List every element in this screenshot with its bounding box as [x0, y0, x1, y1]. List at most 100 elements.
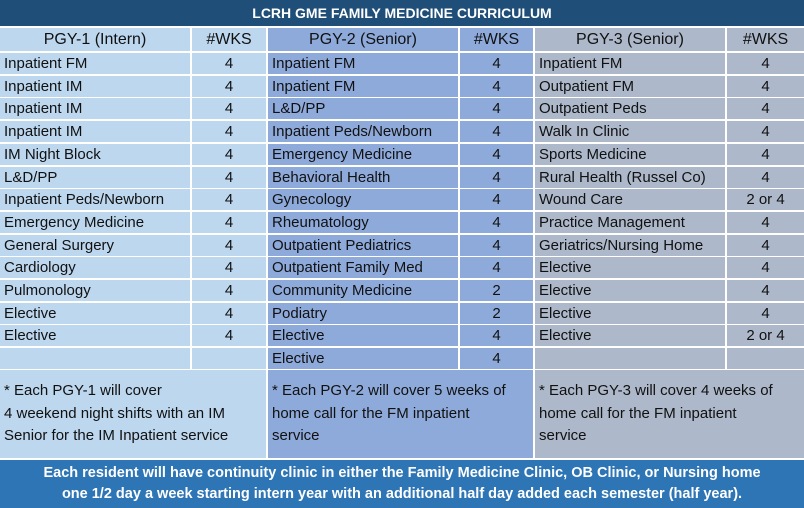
- rotation-weeks: 4: [192, 302, 266, 324]
- rotation-weeks: 4: [460, 257, 533, 279]
- rotation-weeks: 4: [192, 143, 266, 165]
- rotation-weeks: 4: [727, 98, 804, 120]
- note-line: Senior for the IM Inpatient service: [4, 427, 229, 445]
- column-header: PGY-3 (Senior): [535, 28, 725, 51]
- rotation-weeks: 4: [727, 75, 804, 97]
- note-line: * Each PGY-1 will cover: [4, 382, 162, 400]
- empty-cell: [0, 348, 190, 370]
- rotation-name: Pulmonology: [0, 280, 190, 301]
- rotation-name: L&D/PP: [268, 98, 458, 120]
- rotation-weeks: 4: [727, 53, 804, 74]
- rotation-weeks: 4: [460, 348, 533, 370]
- rotation-weeks: 4: [192, 211, 266, 233]
- rotation-name: Inpatient FM: [268, 75, 458, 97]
- rotation-name: Elective: [268, 348, 458, 370]
- rotation-weeks: 4: [460, 53, 533, 74]
- rotation-weeks: 2: [460, 302, 533, 324]
- rotation-weeks: 4: [727, 257, 804, 279]
- column-note: * Each PGY-3 will cover 4 weeks of home c…: [535, 370, 804, 458]
- rotation-name: Practice Management: [535, 211, 725, 233]
- rotation-weeks: 4: [727, 302, 804, 324]
- rotation-name: Inpatient IM: [0, 98, 190, 120]
- rotation-weeks: 4: [727, 166, 804, 188]
- rotation-name: Rheumatology: [268, 211, 458, 233]
- rotation-weeks: 4: [192, 121, 266, 143]
- note-line: service: [272, 427, 320, 445]
- weeks-header: #WKS: [192, 28, 266, 51]
- rotation-name: L&D/PP: [0, 166, 190, 188]
- rotation-name: Elective: [0, 302, 190, 324]
- rotation-name: Behavioral Health: [268, 166, 458, 188]
- rotation-name: Emergency Medicine: [268, 143, 458, 165]
- empty-cell: [535, 348, 725, 370]
- rotation-name: Outpatient Family Med: [268, 257, 458, 279]
- rotation-name: Inpatient IM: [0, 121, 190, 143]
- rotation-name: Elective: [535, 257, 725, 279]
- rotation-name: IM Night Block: [0, 143, 190, 165]
- rotation-name: Community Medicine: [268, 280, 458, 301]
- column-note: * Each PGY-2 will cover 5 weeks of home c…: [268, 370, 533, 458]
- rotation-name: Inpatient FM: [0, 53, 190, 74]
- empty-cell: [727, 348, 804, 370]
- rotation-weeks: 2 or 4: [727, 325, 804, 347]
- rotation-name: Rural Health (Russel Co): [535, 166, 725, 188]
- rotation-name: Wound Care: [535, 189, 725, 211]
- rotation-name: Geriatrics/Nursing Home: [535, 234, 725, 256]
- rotation-weeks: 4: [460, 189, 533, 211]
- note-line: 4 weekend night shifts with an IM: [4, 404, 225, 422]
- rotation-weeks: 4: [460, 98, 533, 120]
- rotation-weeks: 4: [460, 75, 533, 97]
- rotation-weeks: 4: [460, 234, 533, 256]
- rotation-name: Outpatient Peds: [535, 98, 725, 120]
- rotation-name: Inpatient FM: [535, 53, 725, 74]
- rotation-name: Emergency Medicine: [0, 211, 190, 233]
- rotation-weeks: 4: [727, 234, 804, 256]
- rotation-weeks: 2: [460, 280, 533, 301]
- rotation-name: Walk In Clinic: [535, 121, 725, 143]
- rotation-weeks: 4: [192, 325, 266, 347]
- rotation-name: Elective: [268, 325, 458, 347]
- weeks-header: #WKS: [460, 28, 533, 51]
- rotation-weeks: 4: [192, 75, 266, 97]
- rotation-name: Podiatry: [268, 302, 458, 324]
- rotation-name: Cardiology: [0, 257, 190, 279]
- rotation-name: Elective: [535, 302, 725, 324]
- rotation-name: Outpatient FM: [535, 75, 725, 97]
- weeks-header: #WKS: [727, 28, 804, 51]
- rotation-name: Elective: [535, 280, 725, 301]
- empty-cell: [192, 348, 266, 370]
- rotation-name: Sports Medicine: [535, 143, 725, 165]
- rotation-name: General Surgery: [0, 234, 190, 256]
- note-line: home call for the FM inpatient: [272, 404, 470, 422]
- rotation-name: Elective: [535, 325, 725, 347]
- rotation-weeks: 4: [727, 280, 804, 301]
- footer: Each resident will have continuity clini…: [0, 460, 804, 508]
- rotation-weeks: 4: [460, 166, 533, 188]
- rotation-weeks: 4: [460, 325, 533, 347]
- rotation-weeks: 4: [192, 280, 266, 301]
- rotation-weeks: 4: [192, 189, 266, 211]
- rotation-weeks: 4: [460, 211, 533, 233]
- rotation-weeks: 4: [727, 121, 804, 143]
- rotation-weeks: 4: [192, 257, 266, 279]
- note-line: service: [539, 427, 587, 445]
- rotation-weeks: 4: [460, 121, 533, 143]
- rotation-name: Inpatient IM: [0, 75, 190, 97]
- rotation-name: Outpatient Pediatrics: [268, 234, 458, 256]
- column-note: * Each PGY-1 will cover 4 weekend night s…: [0, 370, 266, 458]
- note-line: * Each PGY-3 will cover 4 weeks of: [539, 382, 773, 400]
- rotation-weeks: 4: [727, 211, 804, 233]
- rotation-name: Inpatient Peds/Newborn: [0, 189, 190, 211]
- note-line: * Each PGY-2 will cover 5 weeks of: [272, 382, 506, 400]
- rotation-weeks: 2 or 4: [727, 189, 804, 211]
- rotation-weeks: 4: [192, 98, 266, 120]
- footer-line: one 1/2 day a week starting intern year …: [61, 486, 743, 502]
- rotation-name: Inpatient Peds/Newborn: [268, 121, 458, 143]
- rotation-name: Elective: [0, 325, 190, 347]
- footer-line: Each resident will have continuity clini…: [43, 465, 761, 481]
- rotation-name: Gynecology: [268, 189, 458, 211]
- rotation-weeks: 4: [192, 166, 266, 188]
- column-header: PGY-1 (Intern): [0, 28, 190, 51]
- rotation-weeks: 4: [460, 143, 533, 165]
